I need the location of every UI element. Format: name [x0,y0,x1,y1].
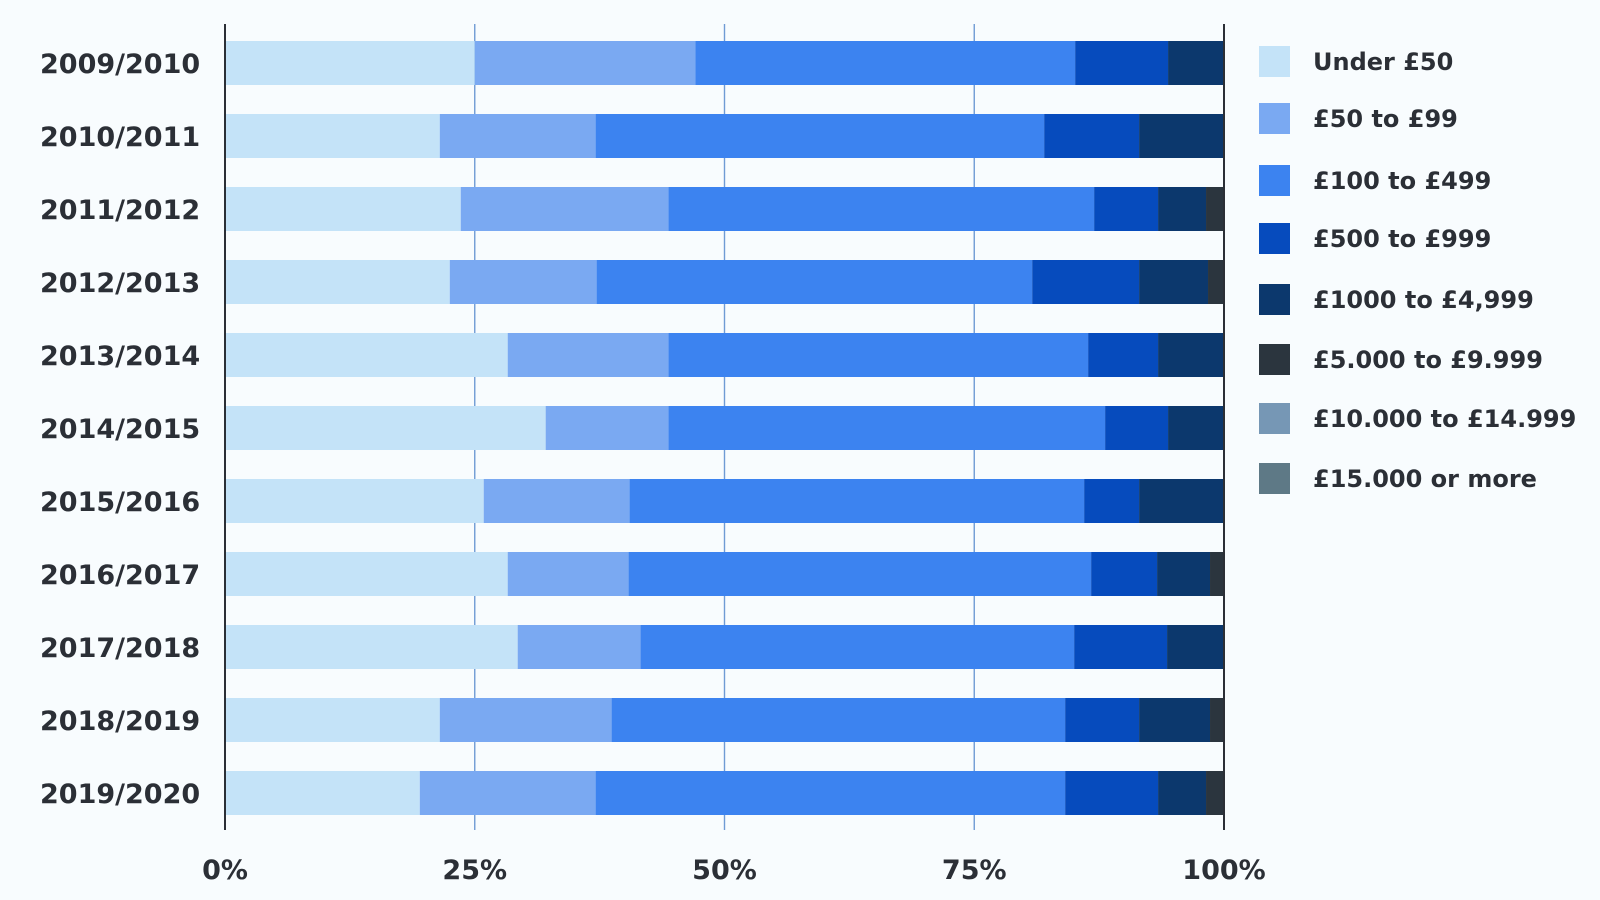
year-label: 2019/2020 [40,779,200,810]
bar-segment-9-1 [439,698,612,742]
legend-swatch-1 [1259,103,1290,134]
bar-segment-4-2 [668,333,1089,377]
bar-segment-5-2 [668,406,1106,450]
bar-segment-0-3 [1075,41,1169,85]
legend-swatch-2 [1259,165,1290,196]
bar-segment-9-3 [1065,698,1140,742]
bar-segment-2-4 [1158,187,1207,231]
bar-segment-5-0 [225,406,546,450]
bar-segment-5-1 [545,406,669,450]
bar-segment-4-4 [1158,333,1224,377]
bar-segment-6-4 [1139,479,1224,523]
bar-segment-7-0 [225,552,508,596]
year-label: 2016/2017 [40,560,200,591]
axes [224,24,1225,830]
bar-segment-8-1 [517,625,641,669]
legend-label: Under £50 [1313,48,1453,76]
bar-segment-2-2 [668,187,1095,231]
bar-segment-1-0 [225,114,440,158]
bar-segment-10-4 [1158,771,1207,815]
bar-segment-10-3 [1065,771,1159,815]
legend-swatch-5 [1259,344,1290,375]
bar-segment-2-3 [1094,187,1159,231]
legend-label: £5.000 to £9.999 [1313,346,1543,374]
bar-segment-7-5 [1210,552,1224,596]
x-tick-label: 25% [442,855,507,886]
bar-segment-1-2 [595,114,1045,158]
bar-segment-9-2 [611,698,1066,742]
x-tick-label: 75% [942,855,1007,886]
bar-segment-0-2 [695,41,1076,85]
bar-segment-0-0 [225,41,475,85]
bar-segment-0-4 [1168,41,1224,85]
bar-segment-10-0 [225,771,420,815]
bar-segment-3-2 [596,260,1033,304]
legend-label: £500 to £999 [1313,225,1491,253]
year-label: 2018/2019 [40,706,200,737]
bar-segment-7-1 [507,552,629,596]
legend-label: £10.000 to £14.999 [1313,405,1576,433]
bar-segment-1-1 [439,114,596,158]
year-label: 2010/2011 [40,122,200,153]
bar-segment-1-4 [1139,114,1224,158]
bar-segment-5-3 [1105,406,1169,450]
bar-segment-8-4 [1167,625,1224,669]
bar-segment-2-5 [1206,187,1224,231]
bar-segment-6-1 [483,479,630,523]
bar-segment-6-0 [225,479,484,523]
bar-segment-10-5 [1206,771,1224,815]
bar-segment-10-1 [419,771,596,815]
legend: Under £50 £50 to £99 £100 to £499 £500 to £… [1259,46,1576,494]
bar-segment-4-0 [225,333,508,377]
year-labels: 2009/2010 2010/2011 2011/2012 2012/2013 2013… [40,49,200,810]
x-tick-label: 100% [1182,855,1265,886]
year-label: 2009/2010 [40,49,200,80]
bar-segment-7-4 [1157,552,1211,596]
bar-segment-4-3 [1088,333,1159,377]
year-label: 2017/2018 [40,633,200,664]
bar-segment-7-2 [628,552,1092,596]
bar-segment-4-1 [507,333,669,377]
legend-label: £15.000 or more [1313,465,1537,493]
legend-swatch-0 [1259,46,1290,77]
bar-segment-1-3 [1044,114,1140,158]
legend-swatch-6 [1259,403,1290,434]
bar-segment-6-3 [1084,479,1140,523]
bar-segment-3-4 [1139,260,1209,304]
bar-segment-3-5 [1208,260,1224,304]
bar-segment-3-1 [449,260,597,304]
year-label: 2012/2013 [40,268,200,299]
x-tick-labels: 0% 25% 50% 75% 100% [202,855,1266,886]
bar-segment-9-5 [1210,698,1224,742]
bar-segment-8-2 [640,625,1075,669]
legend-swatch-3 [1259,223,1290,254]
legend-label: £100 to £499 [1313,167,1491,195]
bar-segment-5-4 [1168,406,1224,450]
legend-label: £1000 to £4,999 [1313,286,1534,314]
year-label: 2014/2015 [40,414,200,445]
year-label: 2013/2014 [40,341,200,372]
bar-segment-0-1 [474,41,696,85]
bar-segment-7-3 [1091,552,1158,596]
bar-segment-8-0 [225,625,518,669]
bar-segment-2-0 [225,187,461,231]
bar-segment-3-3 [1032,260,1140,304]
bar-segment-8-3 [1074,625,1168,669]
legend-swatch-4 [1259,284,1290,315]
bar-segment-9-0 [225,698,440,742]
x-tick-label: 50% [692,855,757,886]
legend-swatch-7 [1259,463,1290,494]
bar-segment-2-1 [460,187,669,231]
x-tick-label: 0% [202,855,248,886]
bar-segment-9-4 [1139,698,1211,742]
year-label: 2011/2012 [40,195,200,226]
bar-segment-3-0 [225,260,450,304]
bars [225,41,1224,815]
year-label: 2015/2016 [40,487,200,518]
legend-label: £50 to £99 [1313,105,1458,133]
bar-segment-10-2 [595,771,1066,815]
bar-segment-6-2 [629,479,1085,523]
